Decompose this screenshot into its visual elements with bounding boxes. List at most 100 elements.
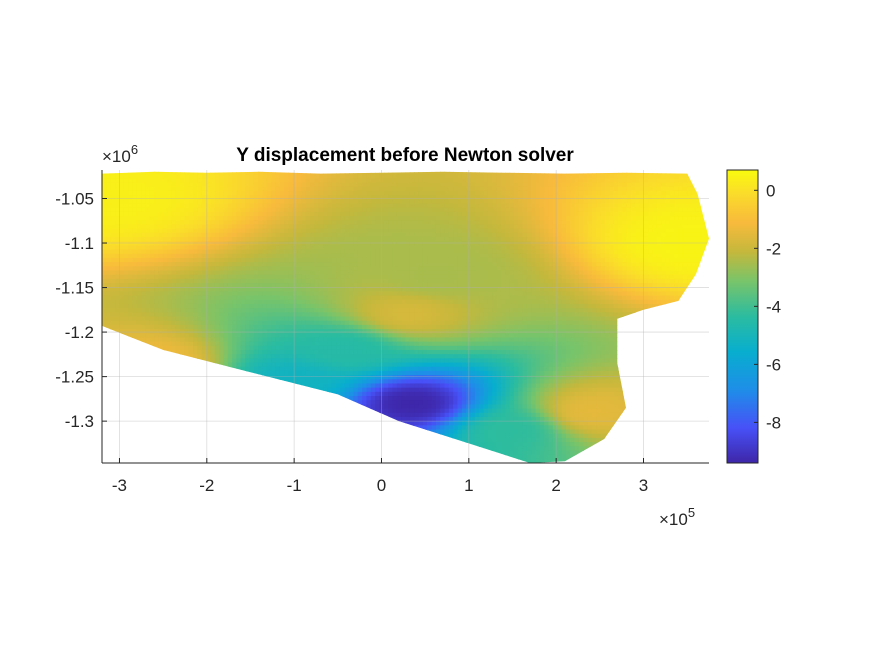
field-cell <box>279 257 285 263</box>
field-cell <box>305 249 311 255</box>
field-cell <box>362 366 368 372</box>
field-cell <box>357 241 363 246</box>
field-cell <box>193 236 198 242</box>
field-cell <box>405 404 411 410</box>
field-cell <box>340 354 346 359</box>
field-cell <box>193 186 198 192</box>
field-cell <box>223 211 229 217</box>
field-cell <box>383 228 389 234</box>
field-cell <box>258 345 264 351</box>
field-cell <box>188 253 194 259</box>
field-cell <box>405 203 411 209</box>
field-cell <box>240 190 246 196</box>
field-cell <box>136 270 142 276</box>
field-cell <box>340 387 346 393</box>
field-cell <box>253 283 259 288</box>
field-cell <box>214 349 220 355</box>
field-cell <box>132 186 138 192</box>
field-cell <box>383 387 389 393</box>
field-cell <box>219 182 224 188</box>
field-cell <box>123 278 129 284</box>
field-cell <box>271 303 277 309</box>
field-cell <box>136 262 142 267</box>
field-cell <box>297 249 303 255</box>
field-cell <box>219 278 224 284</box>
field-cell <box>366 341 372 347</box>
field-cell <box>262 190 268 196</box>
field-cell <box>331 195 337 200</box>
field-cell <box>227 203 233 209</box>
field-cell <box>271 349 277 355</box>
field-cell <box>262 228 268 234</box>
field-cell <box>405 274 411 280</box>
field-cell <box>123 224 129 230</box>
field-cell <box>154 341 159 347</box>
field-cell <box>167 195 172 200</box>
field-cell <box>240 316 246 322</box>
field-cell <box>219 270 224 276</box>
field-cell <box>357 295 363 301</box>
field-cell <box>115 253 120 259</box>
field-cell <box>310 178 316 184</box>
field-cell <box>123 287 129 292</box>
field-cell <box>383 366 389 372</box>
field-cell <box>162 266 168 272</box>
field-cell <box>236 224 242 230</box>
field-cell <box>353 266 359 272</box>
field-cell <box>370 379 376 385</box>
field-cell <box>132 245 138 251</box>
field-cell <box>266 324 272 330</box>
field-cell <box>271 274 277 280</box>
field-cell <box>327 366 333 372</box>
field-cell <box>154 262 159 267</box>
field-cell <box>379 232 385 238</box>
field-cell <box>180 270 185 276</box>
field-cell <box>132 195 138 200</box>
field-cell <box>214 262 220 267</box>
field-cell <box>297 303 303 309</box>
field-cell <box>284 375 290 380</box>
field-cell <box>193 320 198 326</box>
field-cell <box>327 341 333 347</box>
field-cell <box>388 366 394 372</box>
field-cell <box>379 375 385 380</box>
field-cell <box>275 349 281 355</box>
field-cell <box>279 178 285 184</box>
field-cell <box>271 220 277 226</box>
field-cell <box>323 295 329 301</box>
field-cell <box>145 329 151 334</box>
field-cell <box>162 249 168 255</box>
field-cell <box>119 303 125 309</box>
field-cell <box>245 199 251 205</box>
field-cell <box>210 278 216 284</box>
field-cell <box>383 375 389 380</box>
field-cell <box>123 324 129 330</box>
field-cell <box>219 220 224 226</box>
field-cell <box>301 216 307 221</box>
field-cell <box>171 287 177 292</box>
field-cell <box>249 257 255 263</box>
field-cell <box>115 295 120 301</box>
field-cell <box>297 236 303 242</box>
field-cell <box>132 249 138 255</box>
field-cell <box>392 211 398 217</box>
field-cell <box>357 186 363 192</box>
field-cell <box>344 379 350 385</box>
field-cell <box>383 283 389 288</box>
field-cell <box>128 236 133 242</box>
field-cell <box>210 195 216 200</box>
field-cell <box>253 224 259 230</box>
field-cell <box>310 341 316 347</box>
field-cell <box>366 349 372 355</box>
field-cell <box>271 316 277 322</box>
field-cell <box>362 316 368 322</box>
field-cell <box>310 337 316 343</box>
field-cell <box>297 190 303 196</box>
field-cell <box>353 345 359 351</box>
field-cell <box>357 324 363 330</box>
field-cell <box>145 299 151 305</box>
field-cell <box>288 375 294 380</box>
field-cell <box>366 383 372 389</box>
field-cell <box>305 232 311 238</box>
field-cell <box>336 333 342 339</box>
